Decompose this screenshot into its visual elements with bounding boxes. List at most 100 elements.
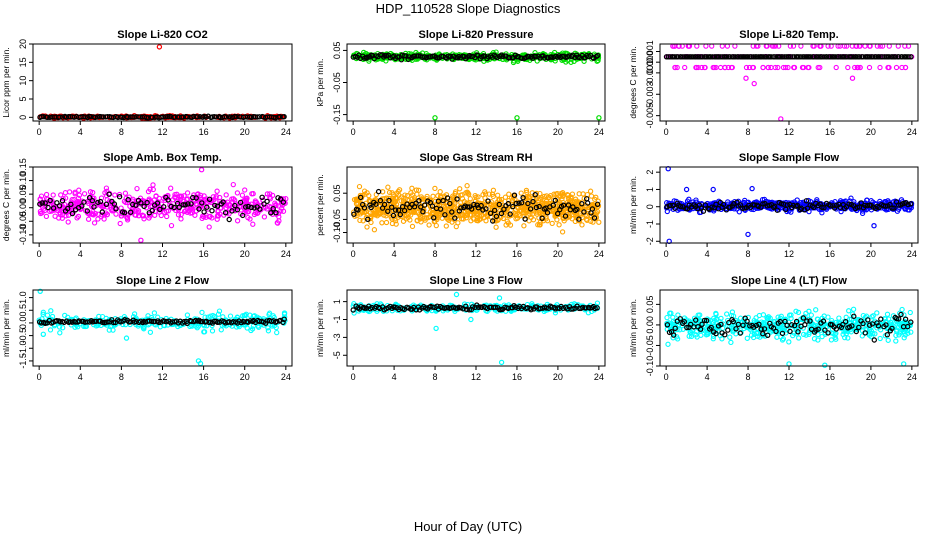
colored-data-point bbox=[836, 315, 842, 321]
black-data-point bbox=[239, 212, 246, 219]
colored-data-point bbox=[227, 313, 234, 319]
black-data-point bbox=[116, 193, 123, 200]
black-data-point bbox=[204, 204, 210, 210]
colored-data-point bbox=[389, 220, 396, 227]
colored-data-point bbox=[243, 311, 249, 317]
colored-data-point bbox=[859, 333, 865, 339]
x-tick-label: 24 bbox=[907, 127, 917, 137]
colored-data-point bbox=[527, 211, 533, 217]
colored-data-point bbox=[408, 212, 414, 218]
colored-data-point bbox=[280, 196, 287, 202]
y-tick-label: 5 bbox=[18, 96, 28, 101]
colored-data-point bbox=[593, 194, 599, 200]
black-data-point bbox=[908, 54, 914, 60]
black-data-point bbox=[89, 197, 96, 204]
black-data-point bbox=[899, 54, 905, 60]
black-data-point bbox=[518, 199, 525, 206]
black-data-point bbox=[389, 204, 395, 210]
black-data-point bbox=[99, 209, 106, 215]
y-tick-label: -0.005 bbox=[645, 103, 655, 129]
black-data-point bbox=[69, 210, 76, 217]
black-data-point bbox=[490, 218, 496, 224]
x-tick-label: 8 bbox=[433, 372, 438, 382]
x-axis: 0 4 8 12 16 20 24 bbox=[37, 121, 291, 137]
colored-data-point bbox=[588, 218, 594, 224]
black-data-point bbox=[421, 202, 428, 208]
colored-data-point bbox=[767, 315, 773, 321]
colored-data-point bbox=[131, 311, 138, 317]
x-tick-label: 20 bbox=[866, 127, 876, 137]
colored-data-point bbox=[147, 329, 154, 335]
colored-data-point bbox=[37, 288, 43, 294]
colored-data-point bbox=[109, 208, 115, 214]
black-data-point bbox=[416, 197, 422, 204]
colored-data-point bbox=[874, 43, 881, 49]
colored-data-point bbox=[870, 313, 876, 319]
colored-data-point bbox=[38, 210, 44, 217]
colored-data-point bbox=[852, 64, 858, 71]
black-data-point bbox=[157, 206, 163, 213]
colored-data-point bbox=[442, 204, 448, 211]
black-data-point bbox=[483, 206, 489, 212]
black-data-point bbox=[454, 196, 460, 202]
colored-data-point bbox=[72, 191, 78, 197]
black-data-point bbox=[395, 207, 402, 213]
colored-data-point bbox=[198, 166, 205, 173]
colored-data-point bbox=[175, 207, 182, 213]
black-data-point bbox=[891, 205, 897, 211]
colored-data-point bbox=[184, 190, 191, 196]
y-tick-label: -0.05 bbox=[18, 211, 28, 232]
black-data-point bbox=[234, 206, 241, 213]
black-data-point bbox=[469, 206, 475, 212]
black-data-point bbox=[555, 210, 561, 217]
colored-data-point bbox=[74, 200, 80, 206]
black-data-point bbox=[854, 204, 861, 210]
x-tick-label: 24 bbox=[907, 249, 917, 259]
black-data-point bbox=[804, 205, 811, 211]
x-tick-label: 16 bbox=[199, 249, 209, 259]
colored-data-point bbox=[813, 307, 819, 313]
colored-data-point bbox=[502, 194, 509, 200]
colored-data-point bbox=[686, 196, 692, 202]
colored-data-point bbox=[57, 211, 63, 218]
colored-data-point bbox=[877, 335, 883, 342]
black-data-point bbox=[92, 114, 98, 121]
black-data-point bbox=[821, 204, 827, 211]
x-tick-label: 16 bbox=[199, 372, 209, 382]
black-data-point bbox=[56, 203, 63, 209]
colored-data-point bbox=[884, 311, 891, 317]
colored-data-point bbox=[559, 229, 566, 235]
colored-data-point bbox=[728, 64, 735, 71]
black-data-point bbox=[784, 202, 791, 208]
black-data-point bbox=[242, 204, 249, 210]
black-data-point bbox=[105, 319, 111, 325]
x-tick-label: 24 bbox=[281, 127, 291, 137]
x-tick-label: 24 bbox=[594, 249, 604, 259]
black-data-point bbox=[280, 199, 286, 205]
black-data-point bbox=[110, 319, 117, 326]
colored-data-point bbox=[256, 324, 262, 330]
y-axis-label: degrees C per min. bbox=[1, 169, 11, 241]
black-data-point bbox=[39, 113, 45, 120]
colored-data-point bbox=[433, 325, 439, 332]
colored-data-point bbox=[458, 192, 464, 198]
y-tick-label: -3 bbox=[332, 333, 342, 341]
colored-data-point bbox=[216, 308, 223, 314]
colored-data-point bbox=[899, 64, 905, 71]
y-tick-label: 0.15 bbox=[18, 158, 28, 176]
colored-data-point bbox=[819, 210, 825, 216]
colored-data-point bbox=[223, 192, 229, 198]
colored-data-point bbox=[132, 212, 138, 218]
colored-data-point bbox=[405, 211, 411, 217]
black-data-point bbox=[873, 54, 879, 60]
black-data-point bbox=[194, 114, 201, 120]
black-data-point bbox=[280, 319, 286, 326]
colored-data-point bbox=[147, 186, 153, 192]
y-tick-label: -0.10 bbox=[18, 225, 28, 246]
black-data-point bbox=[685, 54, 691, 60]
colored-data-point bbox=[862, 43, 868, 49]
y-tick-label: -1 bbox=[645, 220, 655, 228]
black-data-point bbox=[420, 208, 426, 215]
colored-data-point bbox=[583, 216, 590, 222]
